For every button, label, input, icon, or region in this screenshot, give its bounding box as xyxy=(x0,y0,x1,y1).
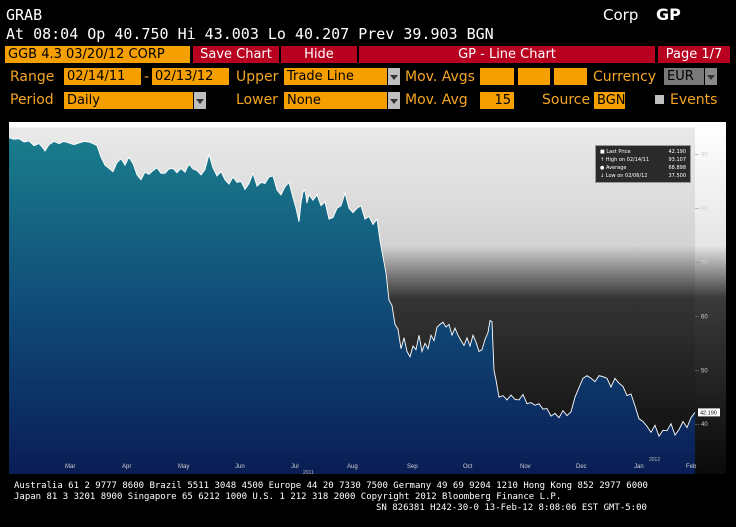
x-tick-label: May xyxy=(178,464,189,470)
mov-avg-field-1[interactable] xyxy=(480,68,514,85)
x-tick-label: Jan xyxy=(634,464,644,470)
legend-row: ↓ Low on 02/06/12 37.500 xyxy=(600,172,686,180)
x-tick-label: Jun xyxy=(235,464,245,470)
x-tick-label: Feb xyxy=(686,464,697,470)
upper-select[interactable]: Trade Line xyxy=(284,68,387,85)
save-chart-button[interactable]: Save Chart xyxy=(193,46,279,63)
mov-avg-label: Mov. Avg xyxy=(405,92,468,108)
upper-dropdown-icon[interactable] xyxy=(388,68,400,85)
source-field[interactable]: BGN xyxy=(594,92,626,109)
x-tick-label: Apr xyxy=(122,464,131,470)
lower-select[interactable]: None xyxy=(284,92,387,109)
legend-row: ↑ High on 02/14/11 93.107 xyxy=(600,156,686,164)
period-select[interactable]: Daily xyxy=(64,92,193,109)
footer-contacts-2: Japan 81 3 3201 8900 Singapore 65 6212 1… xyxy=(14,492,562,502)
x-tick-label: Dec xyxy=(576,464,587,470)
period-dropdown-icon[interactable] xyxy=(194,92,206,109)
x-tick-label: Oct xyxy=(463,464,473,470)
events-label: Events xyxy=(670,92,718,108)
currency-dropdown-icon[interactable] xyxy=(705,68,717,85)
x-tick-label: Mar xyxy=(65,464,75,470)
legend-label: ■ Last Price xyxy=(600,149,631,155)
hide-button[interactable]: Hide xyxy=(281,46,357,63)
legend-value: 93.107 xyxy=(668,157,687,163)
x-tick-label: Aug xyxy=(347,464,358,470)
range-start-field[interactable]: 02/14/11 xyxy=(64,68,141,85)
chart-legend: ■ Last Price 42.190 ↑ High on 02/14/11 93.1… xyxy=(595,145,691,183)
x-tick-label: Nov xyxy=(520,464,531,470)
x-tick-label: Sep xyxy=(407,464,418,470)
lower-label: Lower xyxy=(236,92,278,108)
range-separator: - xyxy=(144,69,150,85)
footer-contacts-1: Australia 61 2 9777 8600 Brazil 5511 304… xyxy=(14,481,648,491)
legend-value: 68.898 xyxy=(668,165,687,171)
x-year-label: 2011 xyxy=(303,470,314,474)
chart-title-bar: GP - Line Chart xyxy=(359,46,655,63)
security-field[interactable]: GGB 4.3 03/20/12 CORP xyxy=(5,46,190,63)
currency-select[interactable]: EUR xyxy=(664,68,704,85)
ticker: GRAB xyxy=(6,6,43,24)
x-year-label: 2012 xyxy=(649,457,660,463)
mov-avgs-label: Mov. Avgs xyxy=(405,69,475,85)
legend-label: ↓ Low on 02/06/12 xyxy=(600,173,648,179)
mov-avg-field-2[interactable] xyxy=(518,68,550,85)
lower-dropdown-icon[interactable] xyxy=(388,92,400,109)
period-label: Period xyxy=(10,92,54,108)
legend-label: ↑ High on 02/14/11 xyxy=(600,157,650,163)
legend-value: 42.190 xyxy=(668,149,687,155)
page-indicator[interactable]: Page 1/7 xyxy=(658,46,730,63)
range-label: Range xyxy=(10,69,55,85)
y-tick-label: 90 xyxy=(701,152,708,158)
mov-avg-field-3[interactable] xyxy=(554,68,587,85)
quote-line: At 08:04 Op 40.750 Hi 43.003 Lo 40.207 P… xyxy=(6,25,494,43)
events-checkbox[interactable] xyxy=(655,95,664,104)
y-tick-label: 40 xyxy=(701,422,708,428)
x-tick-label: Jul xyxy=(291,464,299,470)
market-sector: Corp xyxy=(603,6,639,24)
upper-label: Upper xyxy=(236,69,279,85)
source-label: Source xyxy=(542,92,591,108)
price-line xyxy=(9,137,696,438)
function-code: GP xyxy=(656,5,681,24)
y-tick-label: 80 xyxy=(701,206,708,212)
price-area xyxy=(9,137,695,474)
svg-text:42.190: 42.190 xyxy=(700,410,717,416)
last-price-tag: 42.190 xyxy=(698,408,720,417)
currency-label: Currency xyxy=(593,69,657,85)
mov-avg-value-field[interactable]: 15 xyxy=(480,92,514,109)
legend-row: ● Average 68.898 xyxy=(600,164,686,172)
range-end-field[interactable]: 02/13/12 xyxy=(152,68,229,85)
y-tick-label: 50 xyxy=(701,368,708,374)
footer-timestamp: SN 826381 H242-30-0 13-Feb-12 8:08:06 ES… xyxy=(376,503,647,513)
legend-value: 37.500 xyxy=(668,173,687,179)
y-tick-label: 70 xyxy=(701,260,708,266)
legend-row: ■ Last Price 42.190 xyxy=(600,148,686,156)
y-tick-label: 60 xyxy=(701,314,708,320)
legend-label: ● Average xyxy=(600,165,627,171)
